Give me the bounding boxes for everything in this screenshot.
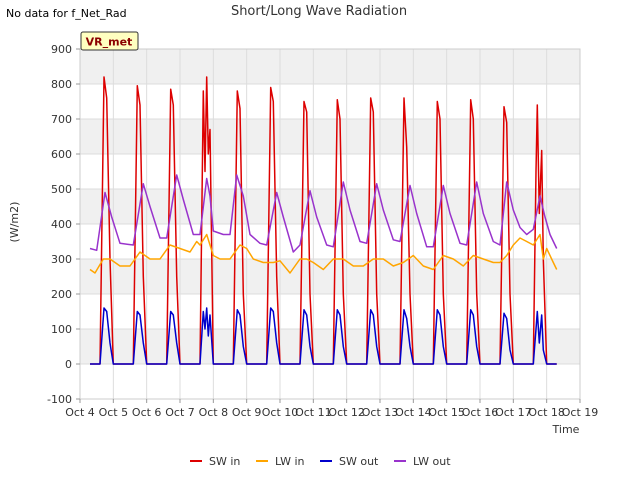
x-tick-label: Oct 17: [495, 406, 532, 419]
no-data-note: No data for f_Net_Rad: [6, 7, 127, 20]
x-tick-label: Oct 16: [462, 406, 499, 419]
x-tick-label: Oct 4: [65, 406, 95, 419]
chart-title: Short/Long Wave Radiation: [231, 4, 407, 19]
x-tick-label: Oct 11: [295, 406, 332, 419]
x-tick-label: Oct 10: [262, 406, 299, 419]
series-line-sw-out: [90, 307, 557, 365]
series-layer: [89, 76, 558, 365]
series-line-lw-in: [89, 233, 558, 274]
x-tick-label: Oct 15: [428, 406, 465, 419]
x-axis-label: Time: [552, 423, 580, 436]
x-tick-label: Oct 19: [562, 406, 599, 419]
plot-band: [80, 49, 580, 84]
y-tick-label: 500: [51, 183, 72, 196]
y-tick-label: 600: [51, 148, 72, 161]
plot-band: [80, 329, 580, 364]
legend-label-lw-out: LW out: [413, 455, 451, 468]
x-tick-label: Oct 9: [232, 406, 262, 419]
y-tick-label: -100: [47, 393, 72, 406]
plot-band: [80, 119, 580, 154]
x-tick-label: Oct 18: [528, 406, 565, 419]
y-tick-label: 100: [51, 323, 72, 336]
badge-label: VR_met: [86, 36, 133, 49]
y-axis-label: (W/m2): [8, 202, 21, 243]
y-tick-label: 400: [51, 218, 72, 231]
x-tick-label: Oct 5: [99, 406, 129, 419]
y-tick-label: 800: [51, 78, 72, 91]
y-tick-label: 300: [51, 253, 72, 266]
series-line-lw-out: [89, 174, 558, 253]
x-tick-label: Oct 14: [395, 406, 432, 419]
x-tick-labels: Oct 4 Oct 5 Oct 6 Oct 7 Oct 8 Oct 9 Oct 10Oct …: [65, 399, 598, 419]
x-tick-label: Oct 6: [132, 406, 162, 419]
legend-label-sw-out: SW out: [339, 455, 379, 468]
y-tick-label: 900: [51, 43, 72, 56]
plot-band: [80, 259, 580, 294]
legend-label-lw-in: LW in: [275, 455, 305, 468]
legend-label-sw-in: SW in: [209, 455, 240, 468]
x-tick-label: Oct 12: [328, 406, 365, 419]
station-badge: VR_met: [80, 31, 139, 51]
plot-band: [80, 189, 580, 224]
y-tick-label: 200: [51, 288, 72, 301]
legend: SW in LW in SW out LW out: [190, 455, 451, 468]
x-tick-label: Oct 7: [165, 406, 195, 419]
y-tick-labels: -100 0 100 200 300 400 500 600 700 800 900: [47, 43, 80, 406]
x-tick-label: Oct 13: [362, 406, 399, 419]
x-tick-label: Oct 8: [199, 406, 229, 419]
y-tick-label: 0: [65, 358, 72, 371]
y-tick-label: 700: [51, 113, 72, 126]
